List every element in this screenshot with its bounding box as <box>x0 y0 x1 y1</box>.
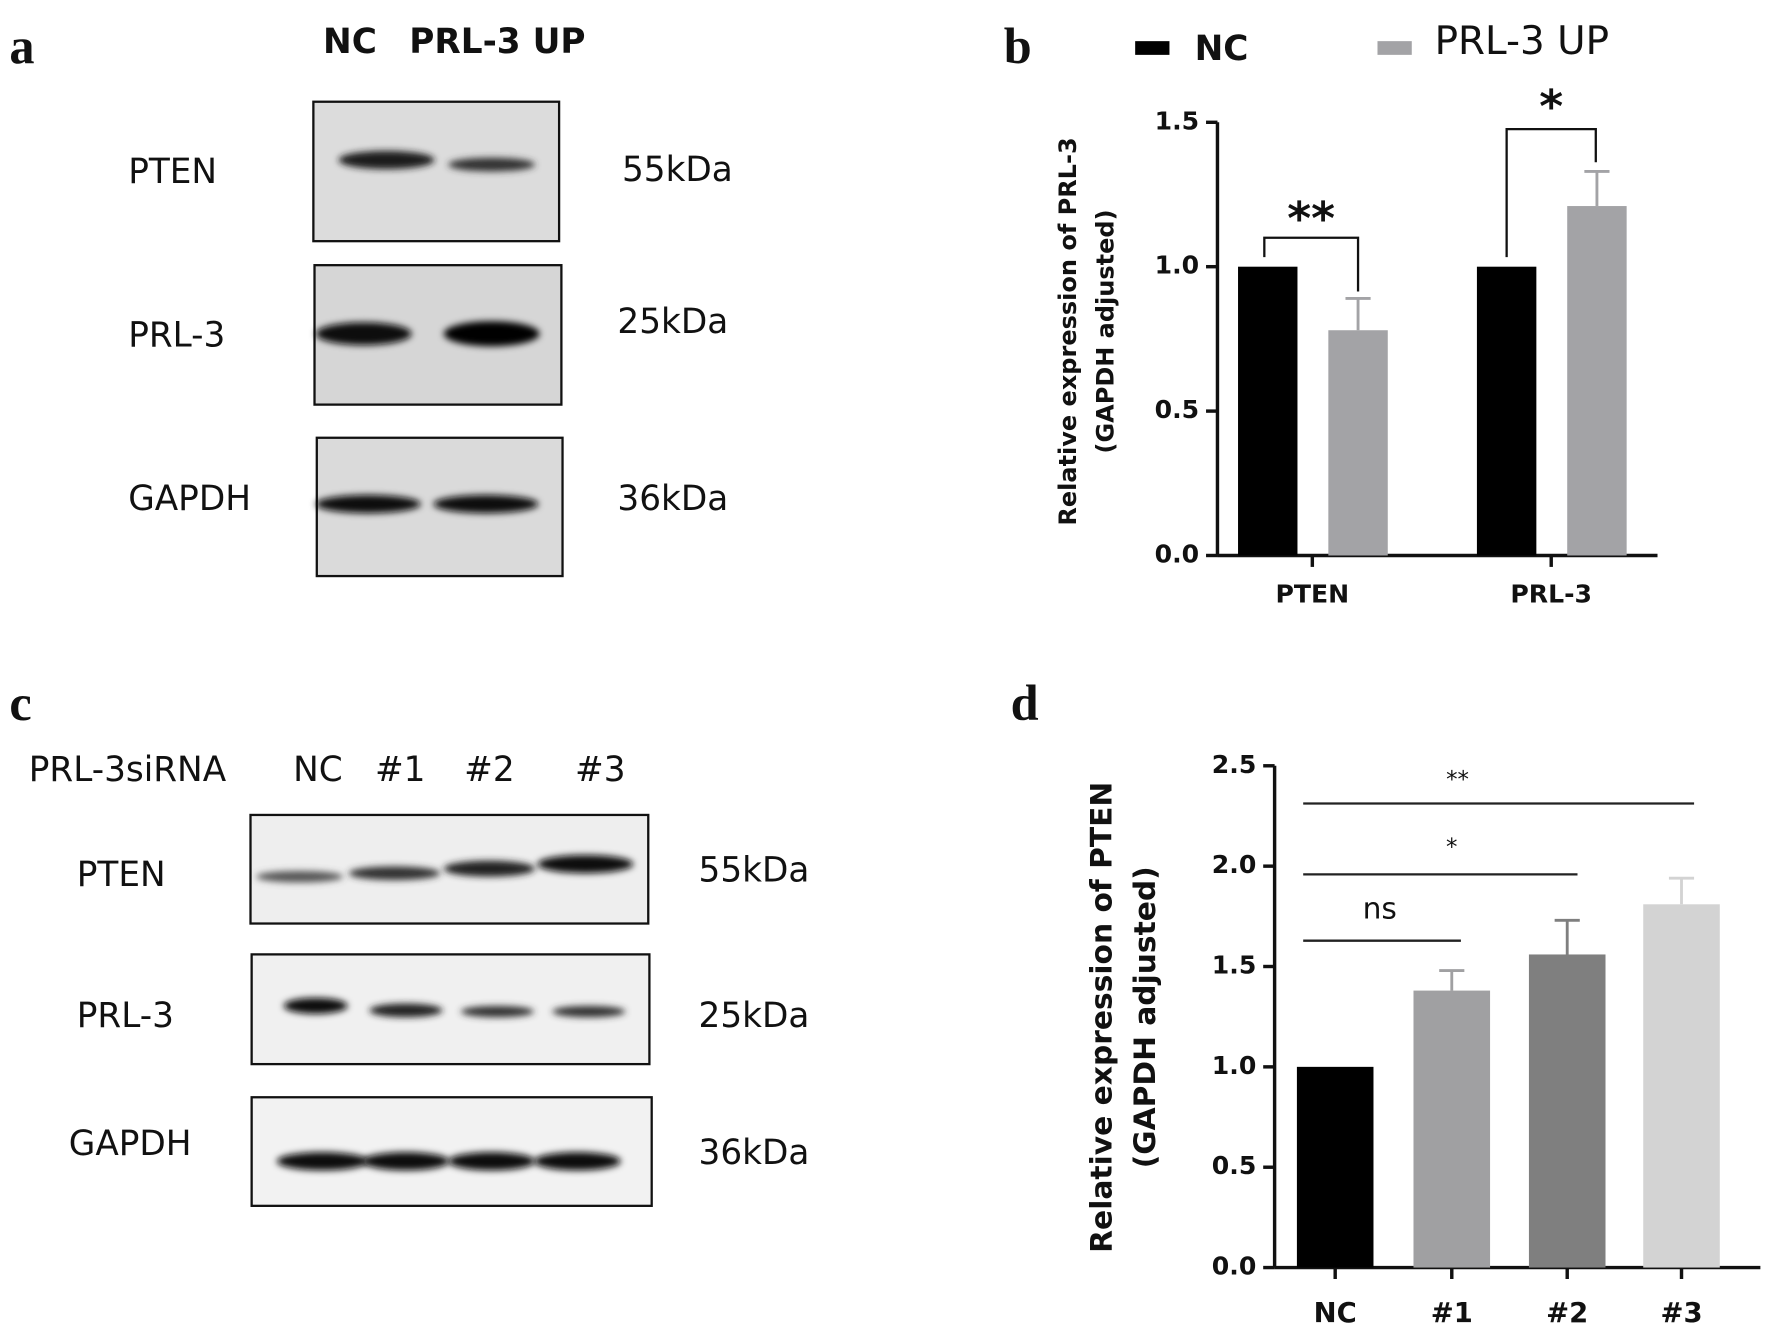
y-tick-label: 1.5 <box>1212 951 1257 980</box>
protein-label: PTEN <box>128 152 217 192</box>
significance-label: * <box>1539 80 1563 133</box>
lane-label: NC <box>323 22 377 62</box>
y-axis-label: (GAPDH adjusted) <box>1092 209 1120 453</box>
panel-label: a <box>9 18 34 74</box>
protein-label: GAPDH <box>69 1124 192 1164</box>
lane-label: #3 <box>575 750 626 790</box>
legend-swatch <box>1135 41 1170 55</box>
bar <box>1238 266 1298 556</box>
lane-label: PRL-3 UP <box>409 22 585 62</box>
protein-label: PRL-3 <box>128 316 225 356</box>
error-bar <box>1584 169 1610 207</box>
error-bar <box>1554 918 1580 955</box>
y-tick-label: 2.0 <box>1212 850 1257 879</box>
y-axis-label: (GAPDH adjusted) <box>1128 866 1163 1168</box>
bar <box>1413 990 1491 1268</box>
x-tick-label: #2 <box>1546 1298 1588 1327</box>
lane-label: #1 <box>375 750 426 790</box>
significance-label: ** <box>1446 767 1469 793</box>
significance-label: * <box>1446 835 1457 861</box>
size-label: 25kDa <box>699 996 810 1036</box>
panel-label: d <box>1011 675 1039 731</box>
bar <box>1296 1066 1374 1268</box>
significance-bracket <box>1505 128 1597 258</box>
bar <box>1328 330 1388 556</box>
panel-label: c <box>9 675 31 731</box>
panel-label: b <box>1004 18 1032 74</box>
legend-swatch <box>1377 41 1412 55</box>
significance-label: ** <box>1287 192 1335 245</box>
bar <box>1528 954 1606 1268</box>
legend-label: NC <box>1195 29 1249 69</box>
x-tick-label: PRL-3 <box>1510 579 1592 608</box>
size-label: 55kDa <box>622 150 733 190</box>
bar <box>1567 206 1627 556</box>
y-tick-label: 1.0 <box>1212 1051 1257 1080</box>
y-axis-label: Relative expression of PTEN <box>1085 782 1120 1253</box>
y-tick-label: 1.0 <box>1155 251 1200 280</box>
lane-label: #2 <box>464 750 515 790</box>
x-tick-label: PTEN <box>1275 579 1349 608</box>
significance-label: ns <box>1363 891 1397 926</box>
protein-label: PTEN <box>77 855 166 895</box>
y-tick-label: 0.5 <box>1155 395 1200 424</box>
y-tick-label: 1.5 <box>1155 106 1200 135</box>
size-label: 36kDa <box>699 1133 810 1173</box>
y-tick-label: 0.5 <box>1212 1151 1257 1180</box>
size-label: 25kDa <box>617 302 728 342</box>
blot-c <box>249 813 653 1207</box>
error-bar <box>1439 969 1465 991</box>
size-label: 36kDa <box>617 479 728 519</box>
x-tick-label: NC <box>1314 1298 1357 1327</box>
x-tick-label: #3 <box>1660 1298 1702 1327</box>
legend-label: PRL-3 UP <box>1435 19 1609 64</box>
protein-label: GAPDH <box>128 479 251 519</box>
lane-label: NC <box>293 750 343 790</box>
significance-bracket <box>1263 236 1360 292</box>
y-tick-label: 0.0 <box>1212 1252 1257 1281</box>
x-tick-label: #1 <box>1431 1298 1473 1327</box>
y-axis-label: Relative expression of PRL-3 <box>1054 137 1082 525</box>
blot-a <box>312 100 564 578</box>
size-label: 55kDa <box>699 851 810 891</box>
protein-label: PRL-3 <box>77 996 174 1036</box>
error-bar <box>1668 876 1695 905</box>
group-label: PRL-3siRNA <box>29 750 227 790</box>
y-tick-label: 2.5 <box>1212 750 1257 779</box>
bar <box>1643 904 1720 1268</box>
bar <box>1476 266 1537 556</box>
y-tick-label: 0.0 <box>1155 539 1200 568</box>
error-bar <box>1345 297 1371 331</box>
